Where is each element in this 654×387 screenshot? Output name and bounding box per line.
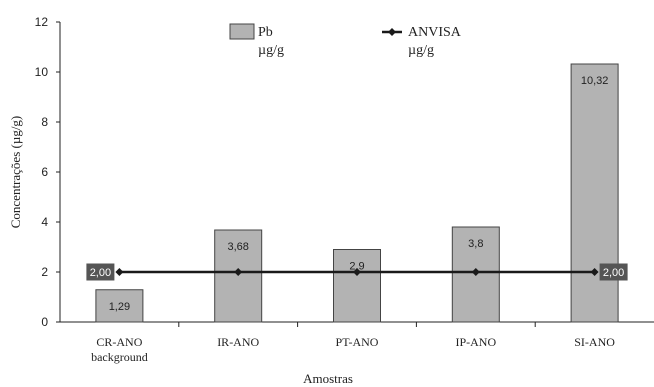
- bar: [570, 63, 619, 323]
- bar-value-label: 2,9: [349, 261, 364, 273]
- x-tick-label: SI-ANO: [574, 335, 615, 349]
- y-axis-title: Concentrações (µg/g): [8, 116, 23, 229]
- axes: 0 2 4 6 8 10 12 CR-ANO background IR-ANO PT-ANO IP-…: [35, 15, 654, 364]
- bars: [95, 63, 619, 323]
- bar-value-label: 3,68: [227, 241, 248, 253]
- reference-line-marker: [234, 268, 243, 276]
- x-axis-title: Amostras: [303, 371, 353, 386]
- legend-label-pb: Pb µg/g: [258, 25, 284, 58]
- y-tick-label: 12: [35, 15, 49, 29]
- y-tick-label: 8: [41, 115, 48, 129]
- bar-value-label: 10,32: [581, 75, 609, 87]
- bar: [95, 289, 144, 323]
- bar-value-label: 3,8: [468, 238, 483, 250]
- reference-line-marker: [115, 268, 124, 276]
- y-tick-label: 0: [41, 315, 48, 329]
- y-tick-label: 10: [35, 65, 49, 79]
- reference-line-marker: [471, 268, 480, 276]
- y-tick-label: 4: [41, 215, 48, 229]
- bar: [333, 249, 381, 323]
- legend: Pb µg/g ANVISA µg/g: [229, 23, 464, 58]
- reference-start-label: 2,00: [90, 267, 111, 279]
- legend-label-pb-line2: µg/g: [258, 43, 284, 58]
- x-tick-label: CR-ANO background: [91, 335, 148, 364]
- x-tick-label-line: background: [91, 350, 148, 364]
- reference-line: [115, 268, 599, 276]
- data-labels: 1,29 3,68 2,9 3,8 10,32 2,00 2,00: [86, 75, 628, 313]
- y-tick-label: 2: [41, 265, 48, 279]
- reference-end-badge: [599, 263, 628, 281]
- reference-line-marker: [590, 268, 599, 276]
- legend-label-anvisa: ANVISA µg/g: [408, 25, 464, 58]
- legend-swatch-anvisa-marker: [388, 28, 396, 36]
- legend-label-pb-line1: Pb: [258, 25, 273, 40]
- x-tick-label: IP-ANO: [455, 335, 496, 349]
- reference-end-label: 2,00: [603, 267, 624, 279]
- x-tick-label-line: PT-ANO: [336, 335, 379, 349]
- x-tick-label-line: IR-ANO: [217, 335, 259, 349]
- reference-start-badge: [86, 263, 115, 281]
- reference-line-marker: [353, 268, 361, 276]
- bar-value-label: 1,29: [109, 301, 130, 313]
- x-tick-label-line: SI-ANO: [574, 335, 615, 349]
- x-tick-label-line: CR-ANO: [96, 335, 142, 349]
- x-tick-label-line: IP-ANO: [455, 335, 496, 349]
- legend-label-anvisa-line2: µg/g: [408, 43, 434, 58]
- y-tick-label: 6: [41, 165, 48, 179]
- x-tick-label: IR-ANO: [217, 335, 259, 349]
- x-tick-label: PT-ANO: [336, 335, 379, 349]
- legend-label-anvisa-line1: ANVISA: [408, 25, 462, 40]
- legend-swatch-pb: [229, 23, 255, 40]
